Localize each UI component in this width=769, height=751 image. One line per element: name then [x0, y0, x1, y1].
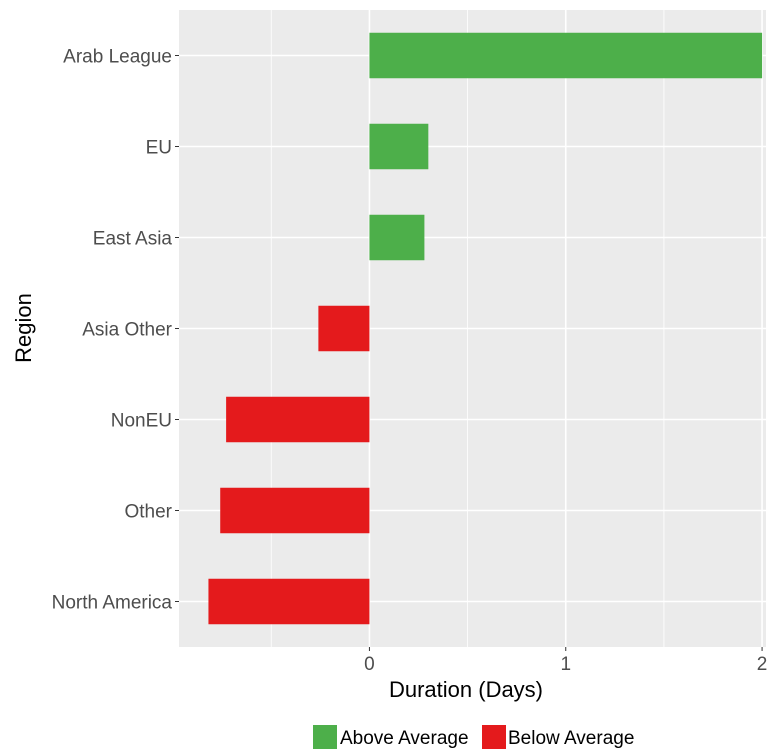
legend-key-below-average: [482, 725, 506, 749]
bar-north-america: [208, 578, 370, 625]
y-tick-label: Asia Other: [82, 320, 172, 341]
y-axis: Arab League EU East Asia Asia Other NonEU Oth…: [52, 47, 179, 614]
legend-label-below-average: Below Average: [508, 728, 634, 749]
bar-other: [220, 487, 370, 534]
y-tick-label: Arab League: [63, 47, 172, 68]
bar-asia-other: [318, 305, 370, 352]
y-axis-title: Region: [11, 293, 36, 363]
bars: [208, 32, 763, 625]
x-axis: 0 1 2: [364, 647, 767, 675]
legend-label-above-average: Above Average: [340, 728, 469, 749]
bar-noneu: [226, 396, 370, 443]
y-tick-label: East Asia: [93, 229, 173, 250]
y-tick-label: North America: [52, 593, 173, 614]
x-tick-label: 0: [364, 654, 375, 675]
y-tick-label: NonEU: [111, 411, 172, 432]
y-tick-label: Other: [124, 502, 172, 523]
bar-arab-league: [369, 32, 763, 79]
x-tick-label: 2: [757, 654, 768, 675]
x-tick-label: 1: [560, 654, 571, 675]
bar-east-asia: [369, 214, 425, 261]
x-axis-title: Duration (Days): [389, 677, 543, 702]
y-tick-label: EU: [146, 138, 172, 159]
legend-key-above-average: [313, 725, 337, 749]
bar-eu: [369, 123, 429, 170]
legend: Above Average Below Average: [313, 725, 634, 749]
